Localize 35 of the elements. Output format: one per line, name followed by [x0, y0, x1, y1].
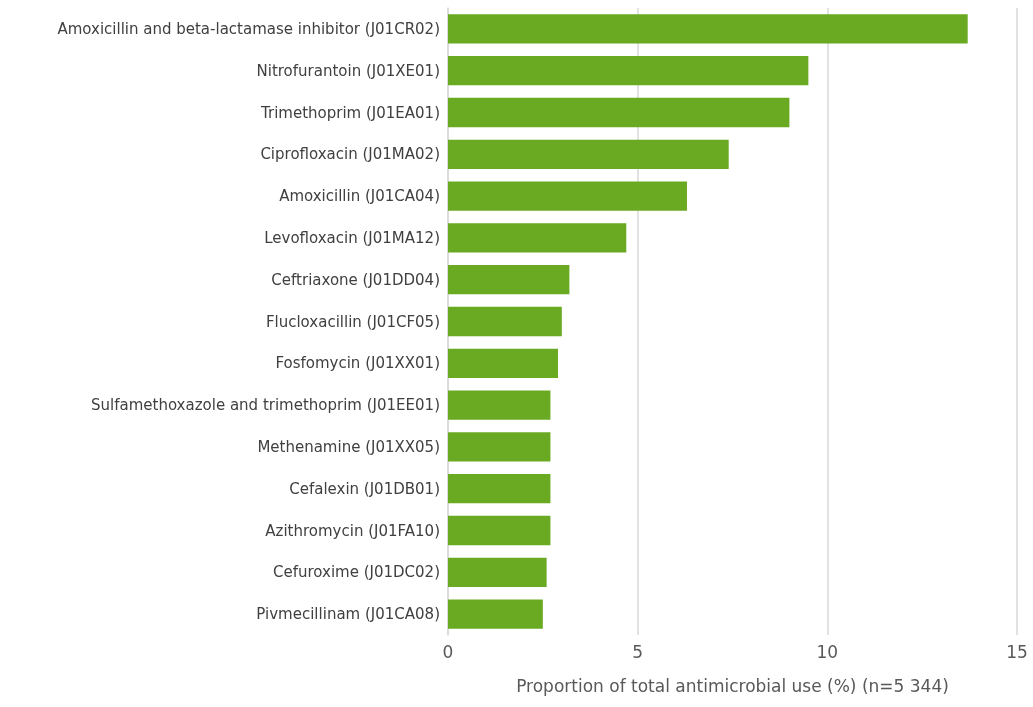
bar — [448, 97, 790, 128]
y-tick-label: Levofloxacin (J01MA12) — [264, 228, 440, 247]
y-tick-label: Methenamine (J01XX05) — [257, 437, 440, 456]
bar — [448, 557, 547, 587]
y-tick-label: Cefuroxime (J01DC02) — [272, 563, 440, 582]
bar — [448, 306, 562, 337]
y-tick-label: Sulfamethoxazole and trimethoprim (J01EE01) — [91, 396, 440, 415]
y-tick-label: Amoxicillin and beta-lactamase inhibitor (J01CR02) — [57, 19, 440, 38]
bar — [448, 348, 559, 378]
x-tick-label: 15 — [1006, 641, 1028, 662]
bar — [448, 474, 551, 504]
x-tick-label: 10 — [816, 641, 839, 662]
y-tick-label: Flucloxacillin (J01CF05) — [265, 312, 440, 331]
bar — [448, 14, 968, 44]
y-tick-label: Azithromycin (J01FA10) — [265, 521, 440, 540]
bar — [448, 265, 570, 295]
bar — [448, 515, 551, 546]
y-tick-label: Amoxicillin (J01CA04) — [279, 187, 440, 206]
x-axis-title: Proportion of total antimicrobial use (%) (n=5 344) — [516, 675, 949, 696]
bar — [448, 181, 687, 211]
y-tick-label: Fosfomycin (J01XX01) — [275, 354, 440, 373]
y-tick-label: Nitrofurantoin (J01XE01) — [256, 61, 440, 80]
bar — [448, 56, 809, 86]
y-tick-label: Trimethoprim (J01EA01) — [260, 103, 440, 122]
x-tick-label: 0 — [442, 641, 454, 662]
x-tick-label: 5 — [632, 641, 644, 662]
bar — [448, 139, 729, 169]
bar — [448, 599, 543, 629]
bar — [448, 223, 627, 253]
y-tick-label: Ciprofloxacin (J01MA02) — [260, 145, 440, 164]
bar — [448, 432, 551, 462]
y-tick-label: Ceftriaxone (J01DD04) — [271, 270, 440, 289]
y-tick-label: Cefalexin (J01DB01) — [289, 479, 440, 498]
bar — [448, 390, 551, 420]
y-tick-label: Pivmecillinam (J01CA08) — [256, 605, 440, 624]
